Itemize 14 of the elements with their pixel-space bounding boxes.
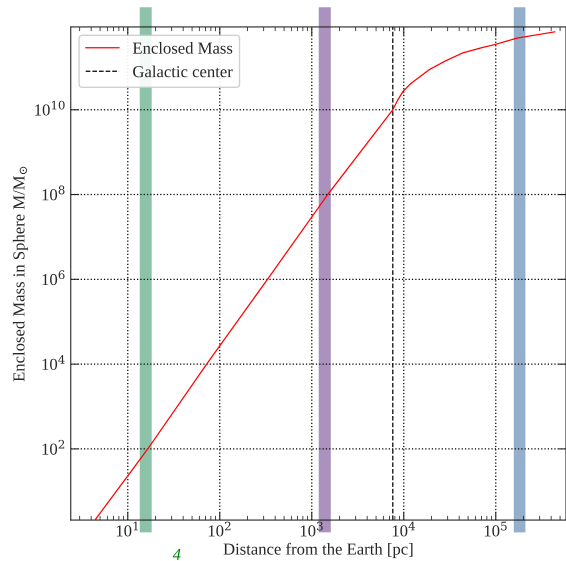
y-tick-label: 10$^{4}$ [42, 355, 65, 370]
y-tick-label: 10$^{10}$ [35, 100, 65, 116]
text: 4 [172, 548, 181, 560]
y-axis-title: Enclosed Mass in Sphere M/M$_{⊙}$ [12, 166, 28, 382]
y-tick-label: 10$^{6}$ [42, 270, 65, 286]
x-tick-label: 10$^{1}$ [116, 522, 138, 537]
y-tick-label: 10$^{2}$ [42, 440, 64, 455]
x-tick-label: 10$^{2}$ [208, 522, 230, 537]
x-axis-title: Distance from the Earth [pc] [224, 542, 412, 558]
ref-line-label: Galactic center [133, 66, 233, 78]
x-tick-label: 10$^{5}$ [484, 522, 507, 537]
y-tick-label: 10$^{8}$ [42, 186, 65, 200]
x-tick-label: 10$^{4}$ [392, 522, 416, 537]
legend-label: Enclosed Mass [132, 42, 232, 54]
